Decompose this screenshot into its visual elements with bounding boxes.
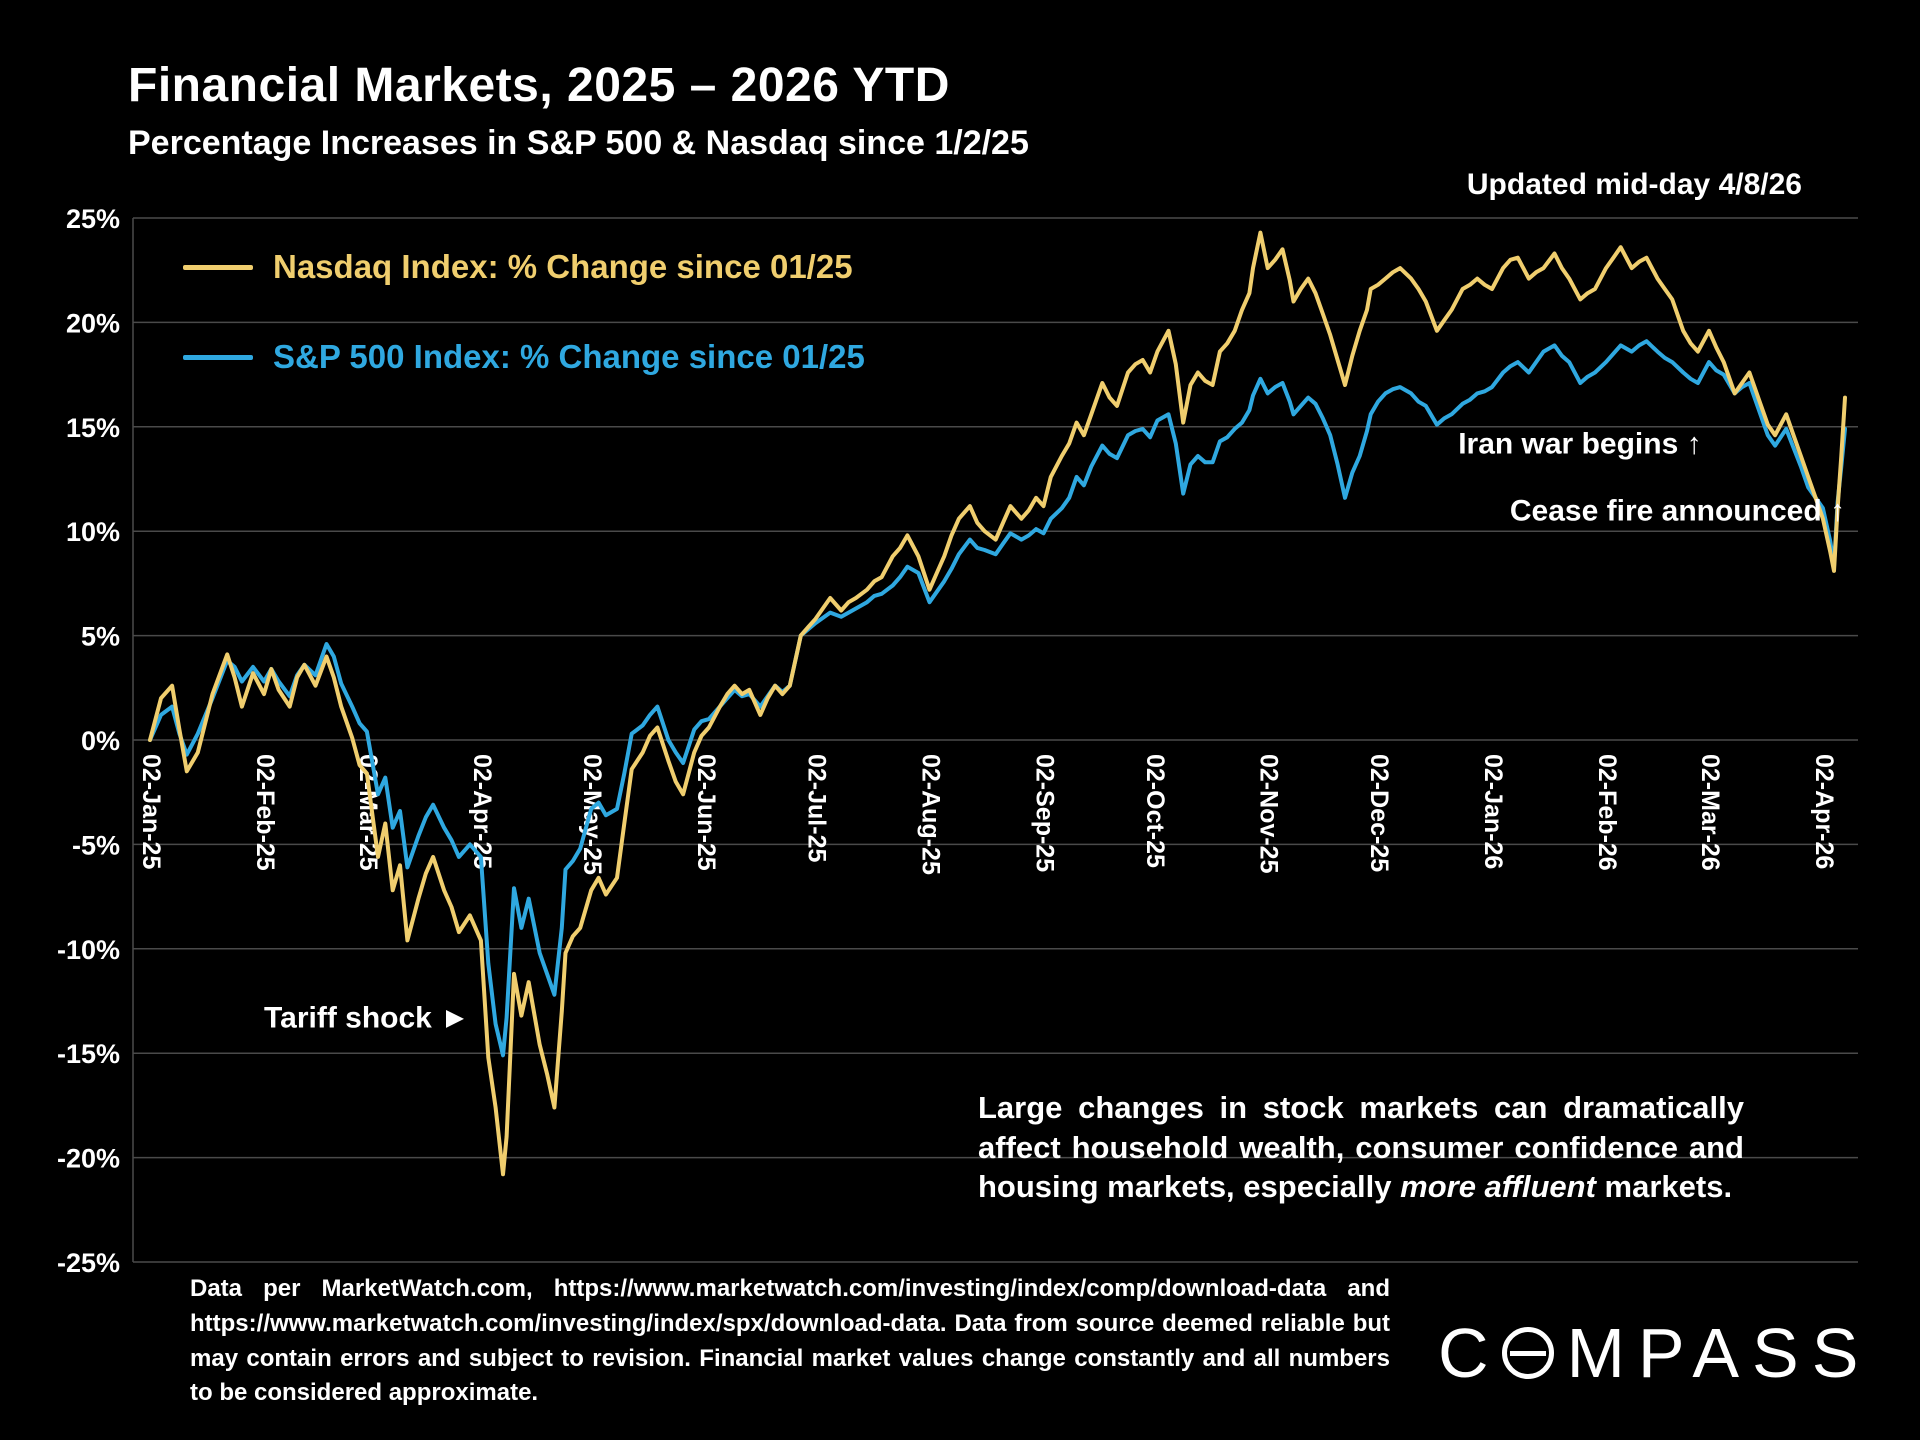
y-tick-label: -15%: [57, 1039, 120, 1069]
chart-legend: Nasdaq Index: % Change since 01/25 S&P 5…: [183, 248, 865, 376]
y-tick-label: 0%: [81, 726, 120, 756]
x-tick-label: 02-Oct-25: [1141, 754, 1169, 868]
y-tick-label: 25%: [66, 204, 120, 234]
logo-letter-c: C: [1438, 1314, 1489, 1392]
annotation-iran-war-begins: Iran war begins ↑: [1458, 428, 1701, 461]
y-tick-label: -20%: [57, 1144, 120, 1174]
x-tick-label: 02-Sep-25: [1030, 754, 1058, 872]
commentary-note: Large changes in stock markets can drama…: [978, 1088, 1744, 1207]
page-title: Financial Markets, 2025 – 2026 YTD: [128, 59, 950, 112]
legend-item-nasdaq: Nasdaq Index: % Change since 01/25: [183, 248, 865, 286]
x-tick-label: 02-Feb-25: [251, 754, 279, 871]
legend-item-sp500: S&P 500 Index: % Change since 01/25: [183, 338, 865, 376]
legend-label-sp500: S&P 500 Index: % Change since 01/25: [273, 338, 865, 375]
x-tick-label: 02-Jun-25: [692, 754, 720, 871]
x-tick-label: 02-Aug-25: [916, 754, 944, 875]
x-tick-label: 02-Nov-25: [1255, 754, 1283, 874]
compass-logo: C MPASS: [1438, 1318, 1871, 1388]
note-text-before: Large changes in stock markets can drama…: [978, 1090, 1744, 1205]
x-tick-label: 02-Mar-26: [1696, 754, 1724, 871]
y-tick-label: 20%: [66, 308, 120, 338]
source-disclaimer: Data per MarketWatch.com, https://www.ma…: [190, 1275, 1390, 1407]
x-tick-label: 02-Jan-26: [1479, 754, 1507, 869]
nasdaq-line: [148, 230, 1847, 1177]
x-tick-label: 02-Jul-25: [802, 754, 830, 862]
x-tick-label: 02-Apr-25: [468, 754, 496, 869]
x-tick-label: 02-Feb-26: [1593, 754, 1621, 871]
y-tick-label: -10%: [57, 935, 120, 965]
page-subtitle: Percentage Increases in S&P 500 & Nasdaq…: [128, 124, 1029, 162]
legend-label-nasdaq: Nasdaq Index: % Change since 01/25: [273, 248, 853, 285]
sp500-line: [148, 339, 1847, 1058]
sp500-line-swatch: [183, 354, 253, 360]
note-text-italic: more affluent: [1400, 1169, 1596, 1205]
x-tick-label: 02-Apr-26: [1810, 754, 1838, 869]
updated-label: Updated mid-day 4/8/26: [1466, 168, 1802, 201]
annotation-cease-fire-announced: Cease fire announced ↑: [1510, 494, 1845, 527]
y-tick-label: -5%: [72, 830, 120, 860]
logo-o-icon: [1501, 1327, 1554, 1379]
x-tick-label: 02-May-25: [578, 754, 606, 875]
x-tick-label: 02-Dec-25: [1365, 754, 1393, 872]
logo-letters-mpass: MPASS: [1566, 1314, 1872, 1392]
annotation-tariff-shock: Tariff shock ►: [264, 1002, 470, 1035]
y-tick-label: 10%: [66, 517, 120, 547]
note-text-after: markets.: [1595, 1169, 1733, 1205]
y-tick-label: 5%: [81, 622, 120, 652]
y-tick-label: -25%: [57, 1248, 120, 1278]
nasdaq-line-swatch: [183, 264, 253, 270]
y-tick-label: 15%: [66, 413, 120, 443]
x-tick-label: 02-Jan-25: [137, 754, 165, 869]
